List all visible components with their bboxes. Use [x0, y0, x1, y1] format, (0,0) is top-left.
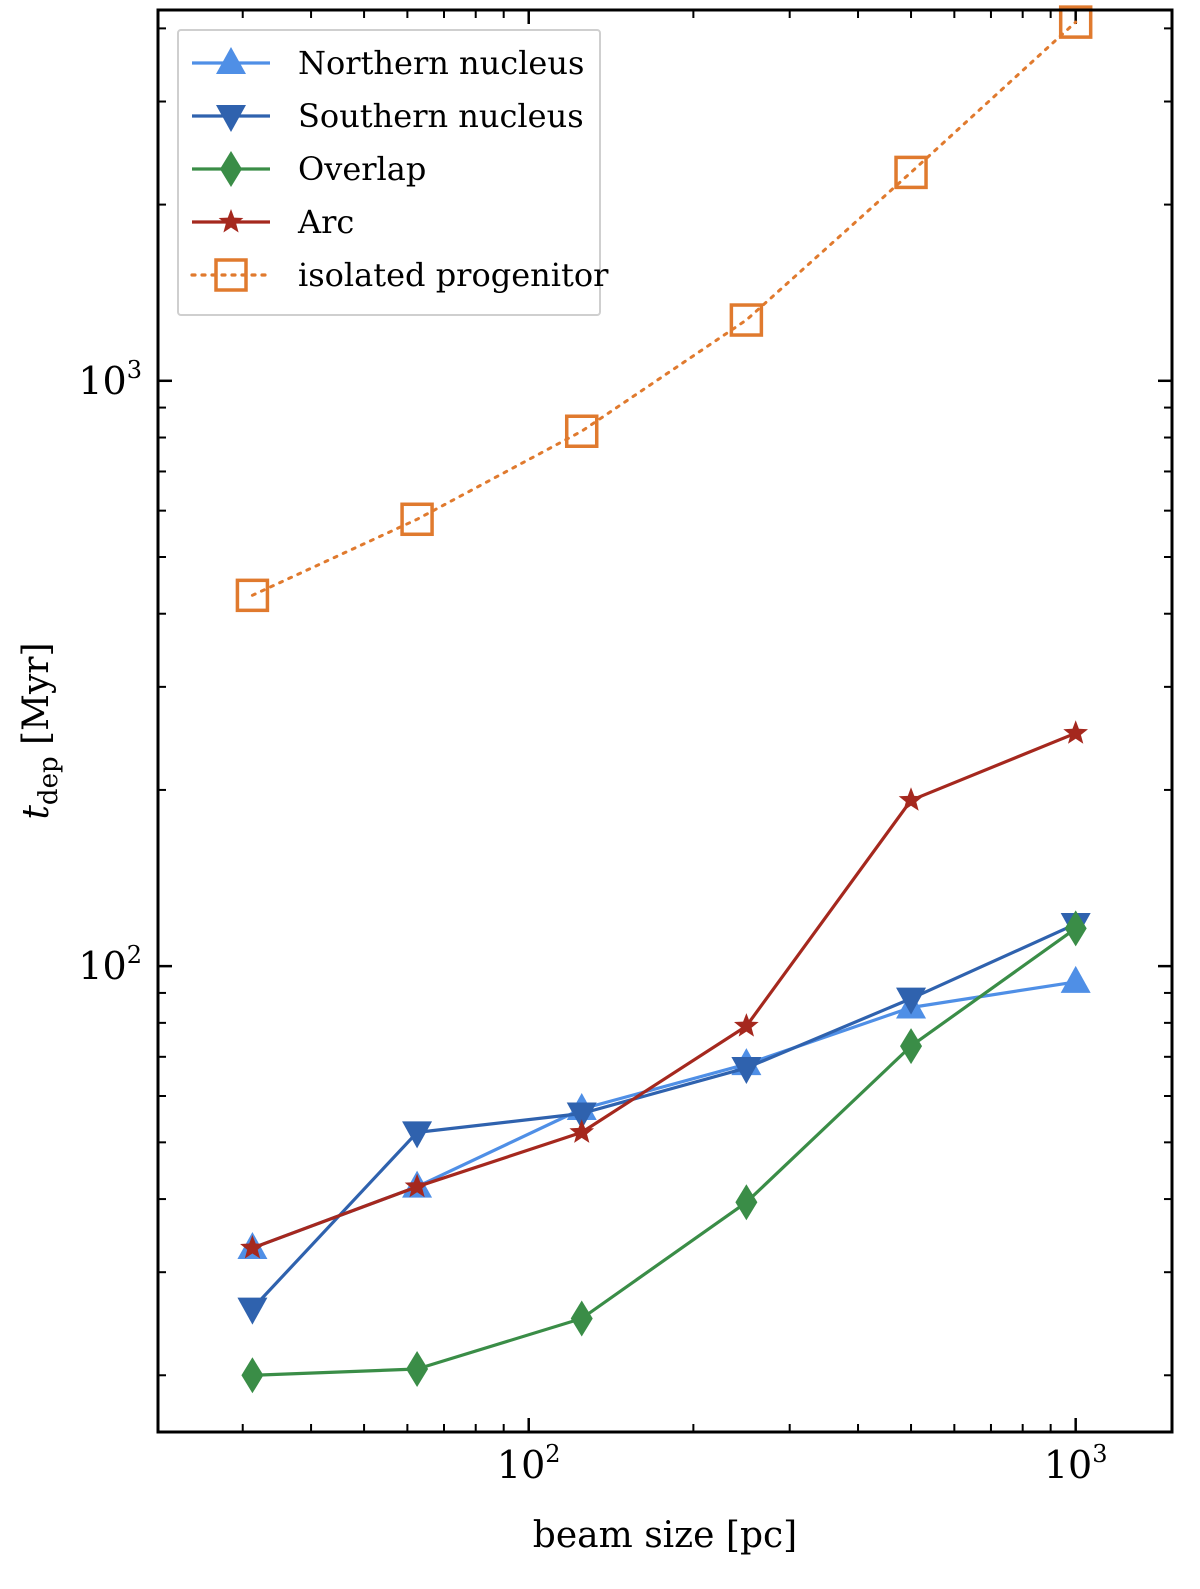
data-point [400, 502, 434, 537]
data-point [735, 1184, 758, 1221]
tick-labels: 102 103 102 103 [78, 356, 1107, 1487]
legend-entry: Southern nucleus [192, 97, 584, 135]
data-point [402, 1121, 433, 1149]
legend: Northern nucleus Southern nucleus Overlap A… [177, 29, 609, 316]
legend-label: Arc [297, 203, 354, 241]
data-point [235, 578, 270, 613]
y-axis-title: tdep [Myr] [16, 642, 64, 819]
series-isolated-progenitor [235, 5, 1093, 613]
data-point [900, 1028, 923, 1065]
series-line [251, 980, 1076, 1250]
data-point [896, 987, 927, 1015]
series-line [251, 731, 1077, 1250]
data-point [566, 1102, 597, 1130]
data-point [237, 1297, 268, 1325]
legend-box [177, 29, 601, 316]
series-overlap [241, 910, 1087, 1394]
y-axis-title-unit: [Myr] [16, 642, 57, 756]
data-point [570, 1300, 593, 1337]
y-axis-title-sub: dep [34, 756, 64, 805]
legend-entry: Arc [192, 203, 354, 241]
data-point [569, 1119, 595, 1143]
x-axis-title: beam size [pc] [533, 1515, 797, 1556]
data-point [894, 155, 928, 190]
data-point [1063, 720, 1088, 744]
legend-entry: Overlap [192, 150, 426, 188]
legend-entry: Northern nucleus [192, 44, 584, 82]
data-point [1060, 965, 1091, 993]
series-line [250, 20, 1078, 597]
legend-label: Overlap [298, 150, 426, 188]
legend-marker [216, 105, 246, 132]
data-point [898, 787, 924, 811]
data-point [240, 1235, 265, 1259]
data-point [406, 1350, 429, 1387]
series-southern-nucleus [237, 913, 1091, 1325]
data-point [404, 1173, 430, 1198]
legend-marker [220, 151, 242, 187]
series-arc [240, 720, 1088, 1259]
legend-marker [214, 258, 248, 292]
y-axis-title-main: t [16, 805, 57, 820]
data-point [1064, 910, 1087, 947]
x-tick-label: 103 [1044, 1440, 1108, 1487]
data-point [241, 1357, 264, 1394]
legend-label: isolated progenitor [298, 256, 609, 294]
data-point [564, 414, 599, 448]
legend-label: Northern nucleus [298, 44, 584, 82]
data-point [1058, 5, 1093, 39]
legend-entry: isolated progenitor [190, 256, 609, 294]
x-tick-label: 102 [497, 1440, 561, 1487]
series-line [252, 927, 1077, 1377]
series-layer [235, 5, 1093, 1394]
plot-frame [156, 8, 1174, 1434]
data-point [731, 1056, 762, 1084]
series-line [251, 922, 1077, 1310]
data-point [734, 1013, 759, 1037]
legend-label: Southern nucleus [298, 97, 584, 135]
y-tick-label: 102 [78, 941, 142, 988]
data-point [729, 303, 764, 337]
y-tick-label: 103 [78, 356, 142, 403]
legend-marker [218, 209, 244, 233]
legend-marker [216, 47, 246, 74]
